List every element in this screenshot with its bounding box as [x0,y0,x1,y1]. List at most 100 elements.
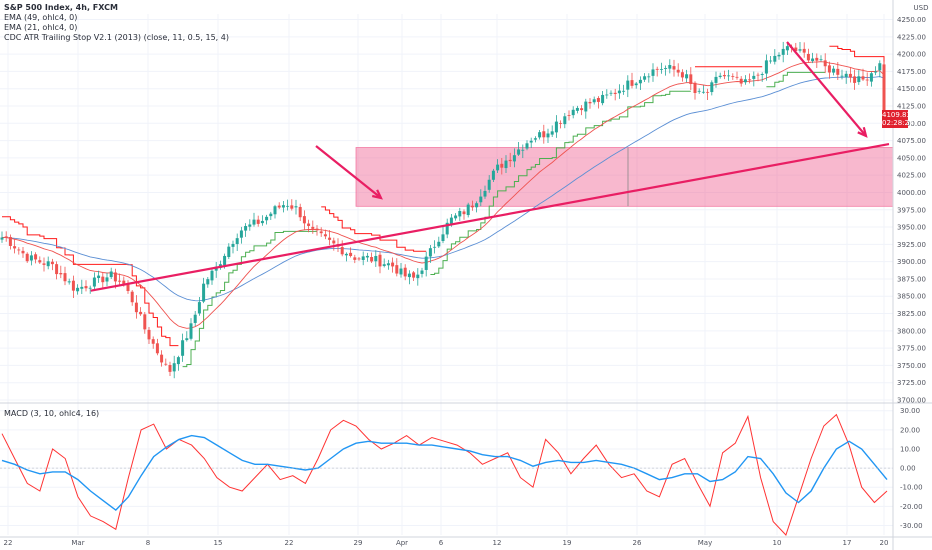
last-price-badge: 4109.83 02:28:27 [882,110,914,128]
candle-body [370,257,374,262]
bar-countdown: 02:28:27 [882,119,914,127]
main-title[interactable]: S&P 500 Index, 4h, FXCM [4,3,118,12]
candle-body [42,263,46,265]
candle-body [626,80,630,90]
support-zone [355,147,894,207]
candle-body [647,76,651,78]
candle-body [244,226,248,231]
candle-body [571,109,575,116]
ema-layer [1,61,885,329]
candle-body [403,267,407,277]
candle-body [395,265,399,274]
candle-body [710,82,714,93]
candle-body [59,273,63,275]
time-tick-label: 29 [354,539,363,547]
candle-body [227,246,231,258]
ema49-legend[interactable]: EMA (49, ohlc4, 0) [4,13,78,22]
ema21-legend[interactable]: EMA (21, ohlc4, 0) [4,23,78,32]
candle-body [449,217,453,224]
candle-body [46,261,50,267]
candle-body [685,74,689,79]
candle-body [4,236,8,238]
price-tick-label: 4075.00 [897,137,926,145]
candle-body [437,241,441,247]
candle-body [344,253,348,256]
candle-body [500,163,504,168]
candle-body [567,115,571,116]
candle-body [126,283,130,292]
price-tick-label: 3925.00 [897,241,926,249]
candle-body [655,68,659,70]
time-tick-label: 12 [493,539,502,547]
candle-body [189,323,193,339]
down-arrow-march-head [371,189,383,200]
candle-body [781,48,785,55]
candle-body [0,237,4,240]
candle-body [433,246,437,248]
candle-body [386,263,390,266]
candlestick-layer [0,41,886,379]
candle-body [378,254,382,267]
candle-body [491,170,495,180]
candle-body [17,249,21,251]
macd-tick-label: 20.00 [900,426,920,434]
price-tick-label: 4250.00 [897,16,926,24]
candle-body [722,75,726,77]
candle-body [554,121,558,133]
candle-body [563,116,567,125]
candle-body [550,131,554,135]
price-tick-label: 3775.00 [897,345,926,353]
candle-body [651,69,655,76]
candle-body [454,215,458,219]
candle-body [88,287,92,289]
price-tick-label: 4100.00 [897,120,926,128]
time-tick-label: Mar [71,539,84,547]
candle-body [769,60,773,62]
candle-body [223,255,227,266]
candle-body [260,220,264,224]
candle-body [475,203,479,208]
candle-body [508,159,512,162]
candle-body [844,73,848,78]
candle-body [160,354,164,363]
atr-legend[interactable]: CDC ATR Trailing Stop V2.1 (2013) (close… [4,33,229,42]
candle-body [840,75,844,77]
candle-body [601,94,605,104]
macd-tick-label: 0.00 [900,465,916,473]
candle-body [727,75,731,77]
candle-body [542,131,546,138]
candle-body [382,264,386,266]
candle-body [731,76,735,78]
candle-body [815,57,819,61]
candle-body [458,210,462,217]
candle-body [319,231,323,234]
candle-body [38,260,42,263]
candle-body [827,65,831,73]
candle-body [739,78,743,84]
candle-body [617,90,621,94]
time-tick-label: 22 [285,539,294,547]
candle-body [487,179,491,190]
candle-body [777,54,781,57]
candle-body [496,164,500,171]
macd-legend: MACD (3, 10, ohlc4, 16) [4,409,99,419]
candle-body [281,205,285,208]
candle-body [210,270,214,281]
price-tick-label: 3750.00 [897,362,926,370]
candle-body [659,69,663,70]
candle-body [391,262,395,267]
candle-body [664,68,668,69]
candle-body [76,287,80,292]
support-zone-layer [355,147,894,207]
candle-body [118,280,122,282]
down-arrow-march [315,145,382,199]
candle-body [735,76,739,78]
candle-body [122,280,126,285]
price-tick-label: 4225.00 [897,33,926,41]
macd-title[interactable]: MACD (3, 10, ohlc4, 16) [4,409,100,418]
candle-body [34,254,38,260]
candle-body [206,279,210,285]
macd-tick-label: -30.00 [900,522,923,530]
price-tick-label: 3700.00 [897,397,926,405]
candle-body [176,357,180,365]
